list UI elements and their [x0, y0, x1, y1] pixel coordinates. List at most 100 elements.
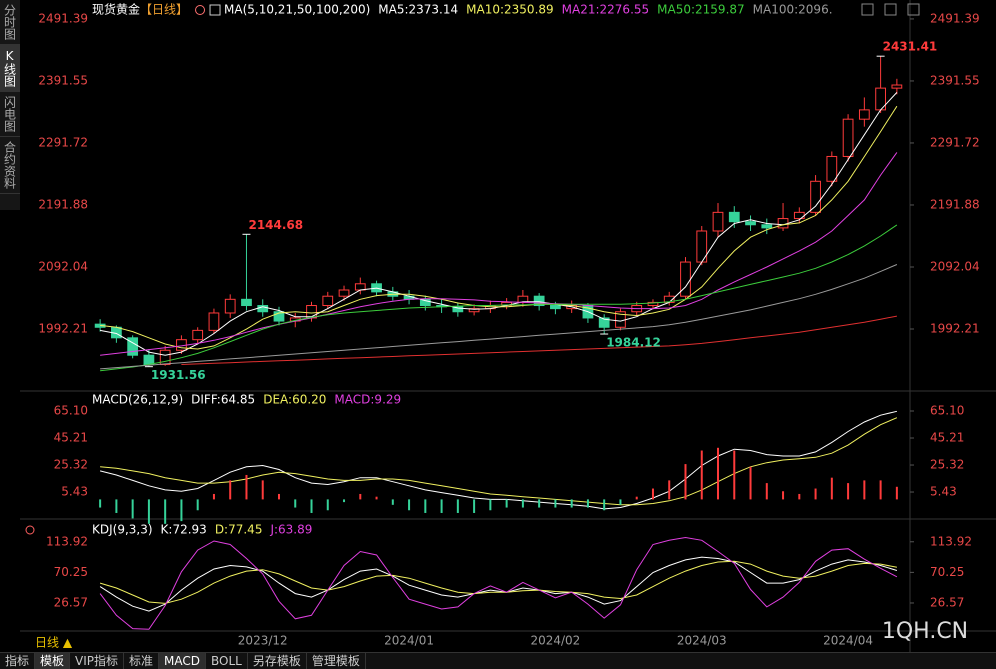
y2-tick-label: 2291.72 — [930, 135, 980, 149]
y-tick-label: 25.32 — [54, 458, 88, 472]
macd-bar — [554, 499, 557, 508]
macd-bar — [684, 464, 687, 500]
macd-bar — [798, 493, 801, 500]
y2-tick-label: 113.92 — [930, 534, 972, 548]
icon[interactable] — [907, 3, 920, 16]
macd-bar — [895, 486, 898, 500]
sidebar-tab[interactable]: 闪电图 — [0, 92, 20, 137]
indicator-label: KDJ(9,3,3) — [92, 523, 153, 537]
macd-bar — [343, 499, 346, 503]
indicator-line — [99, 410, 898, 510]
macd-bar — [359, 493, 362, 500]
y2-tick-label: 65.10 — [930, 404, 964, 418]
candle-body — [143, 354, 155, 366]
ma-line — [181, 315, 897, 365]
y2-tick-label: 70.25 — [930, 565, 964, 579]
y-tick-label: 2092.04 — [38, 259, 88, 273]
candle-body — [354, 283, 366, 291]
y2-tick-label: 5.43 — [930, 485, 957, 499]
y-tick-label: 2291.72 — [38, 135, 88, 149]
macd-bar — [830, 477, 833, 500]
candle-body — [159, 349, 171, 366]
macd-bar — [700, 450, 703, 500]
macd-bar — [570, 499, 573, 508]
icon[interactable] — [884, 3, 897, 16]
candle-body — [306, 305, 317, 319]
indicator-line — [100, 417, 898, 506]
candle-body — [810, 180, 821, 213]
toolbar-tab[interactable]: 指标 — [0, 653, 36, 669]
toolbar-tab[interactable]: 管理模板 — [307, 653, 366, 669]
y-tick-label: 70.25 — [54, 565, 88, 579]
macd-bar — [212, 493, 215, 500]
y-tick-label: 2491.39 — [38, 11, 88, 25]
add-icon[interactable] — [195, 5, 206, 15]
sidebar-tab[interactable]: 分时图 — [0, 0, 20, 45]
y-tick-label: 113.92 — [46, 534, 88, 548]
ma-line — [100, 152, 898, 356]
toolbar: 指标 模板 VIP指标 标准 MACD BOLL 另存模板 管理模板 — [0, 652, 996, 669]
icon[interactable] — [861, 3, 874, 16]
legend-entry: MA21:2276.55 — [562, 3, 650, 17]
candle-body — [550, 305, 561, 310]
macd-bar — [521, 499, 524, 508]
candle-body — [891, 84, 903, 89]
macd-bar — [733, 450, 736, 500]
toolbar-tab[interactable]: MACD — [159, 653, 207, 669]
y-tick-label: 1992.21 — [38, 321, 88, 335]
candle-body — [858, 109, 870, 120]
macd-bar — [196, 499, 199, 511]
chart: 日线 ▲ 1QH.CN 2023/12 2024/01 2024/02 2024/03… — [20, 0, 996, 652]
macd-bar — [294, 499, 297, 508]
y-tick-label: 65.10 — [54, 404, 88, 418]
legend-entry: MA10:2350.89 — [466, 3, 554, 17]
candle-body — [826, 155, 838, 182]
settings-icon[interactable] — [25, 525, 35, 535]
y2-tick-label: 2391.55 — [930, 73, 980, 87]
sidebar-tab[interactable]: 合约资料 — [0, 137, 20, 194]
candle-body — [793, 211, 805, 220]
macd-bar — [847, 483, 850, 500]
macd-bar — [375, 496, 378, 500]
toolbar-tab[interactable]: BOLL — [206, 653, 248, 669]
candle-body — [452, 306, 464, 313]
x-tick-label: 2024/03 — [677, 634, 727, 648]
macd-bar — [586, 499, 589, 508]
macd-bar — [229, 480, 232, 500]
macd-bar — [749, 466, 752, 500]
ma-line — [100, 264, 898, 370]
macd-bar — [505, 499, 508, 508]
indicator-line — [99, 536, 898, 630]
macd-bar — [782, 491, 785, 500]
macd-bar — [131, 499, 134, 519]
macd-bar — [814, 488, 817, 500]
price-annotation: 2144.68 — [248, 218, 303, 232]
macd-bar — [473, 499, 476, 513]
macd-bar — [668, 480, 671, 500]
y2-tick-label: 2191.88 — [930, 197, 980, 211]
candle-body — [468, 308, 480, 313]
toolbar-tab[interactable]: 模板 — [35, 653, 71, 669]
period-selector[interactable]: 日线 ▲ — [35, 636, 73, 650]
y2-tick-label: 2491.39 — [930, 11, 980, 25]
macd-bar — [115, 499, 118, 513]
macd-bar — [538, 499, 541, 508]
legend-entry: MA50:2159.87 — [657, 3, 745, 17]
toolbar-tab[interactable]: 另存模板 — [248, 653, 307, 669]
sidebar: 分时图 K线图 闪电图 合约资料 — [0, 0, 20, 210]
toolbar-tab[interactable]: VIP指标 — [70, 653, 125, 669]
y2-tick-label: 1992.21 — [930, 321, 980, 335]
macd-bar — [261, 480, 264, 500]
macd-bar — [879, 480, 882, 500]
macd-bar — [326, 499, 329, 511]
sidebar-tab[interactable]: K线图 — [0, 45, 20, 92]
legend-entry: D:77.45 — [215, 523, 263, 537]
indicator-label: MA(5,10,21,50,100,200) — [224, 3, 370, 17]
macd-bar — [765, 483, 768, 500]
toolbar-tab[interactable]: 标准 — [124, 653, 160, 669]
x-tick-label: 2024/01 — [384, 634, 434, 648]
indicator-label: MACD(26,12,9) — [92, 393, 183, 407]
watermark: 1QH.CN — [882, 619, 968, 644]
macd-bar — [310, 499, 313, 513]
